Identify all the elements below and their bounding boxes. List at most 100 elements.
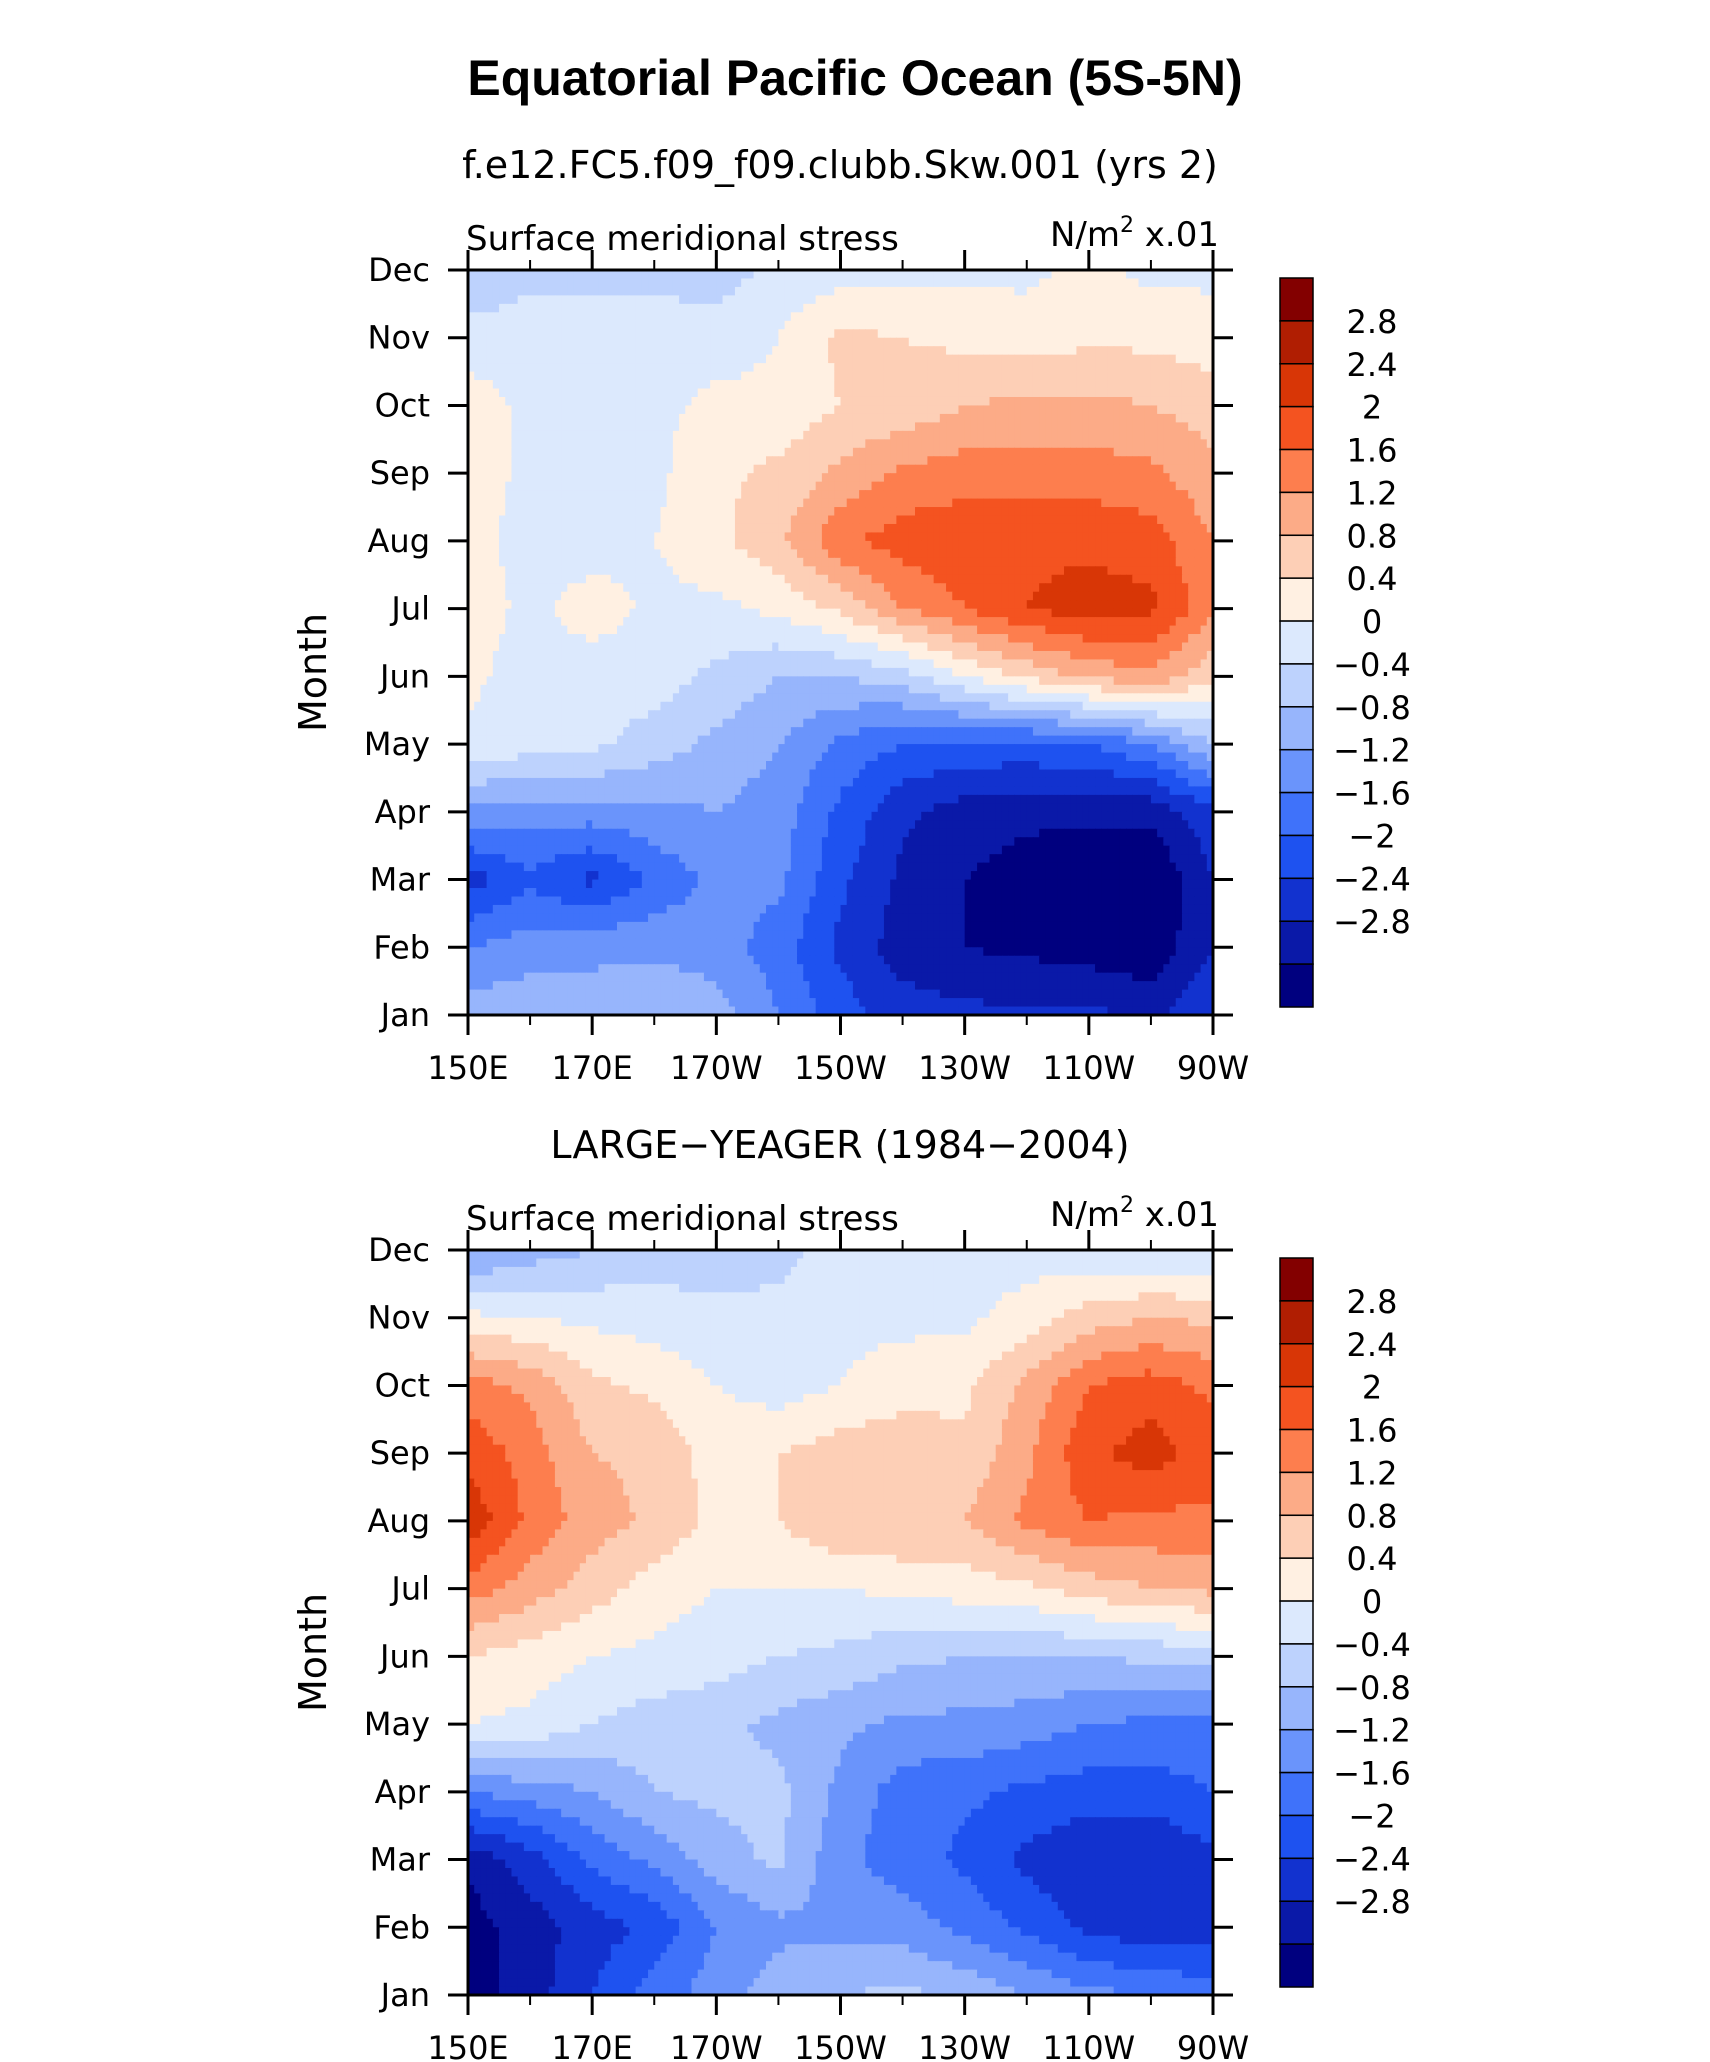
heatmap-cell (1200, 346, 1208, 356)
heatmap-cell (672, 346, 680, 356)
heatmap-cell (610, 371, 618, 381)
heatmap-cell (1008, 413, 1015, 423)
heatmap-cell (1014, 473, 1022, 483)
heatmap-cell (809, 388, 817, 398)
heatmap-cell (1032, 312, 1040, 322)
heatmap-cell (741, 371, 748, 381)
heatmap-cell (728, 312, 736, 322)
heatmap-cell (784, 549, 792, 559)
heatmap-cell (629, 270, 637, 280)
heatmap-cell (1070, 557, 1078, 567)
heatmap-cell (995, 422, 1003, 432)
heatmap-cell (741, 600, 748, 610)
heatmap-cell (654, 507, 662, 517)
heatmap-cell (1188, 303, 1195, 313)
heatmap-cell (1064, 566, 1071, 576)
heatmap-cell (486, 329, 494, 339)
heatmap-cell (1064, 312, 1071, 322)
heatmap-cell (710, 583, 717, 593)
heatmap-cell (1126, 430, 1133, 440)
heatmap-cell (1132, 600, 1140, 610)
heatmap-cell (579, 286, 587, 296)
heatmap-cell (480, 346, 488, 356)
heatmap-cell (859, 617, 866, 627)
panel-subtitle: f.e12.FC5.f09_f09.clubb.Skw.001 (yrs 2) (462, 143, 1218, 187)
heatmap-cell (1107, 363, 1115, 373)
heatmap-cell (834, 523, 842, 534)
heatmap-cell (1181, 303, 1189, 313)
heatmap-cell (685, 557, 693, 567)
heatmap-cell (474, 371, 482, 381)
heatmap-cell (753, 515, 761, 525)
heatmap-cell (517, 354, 525, 364)
heatmap-cell (635, 430, 643, 440)
heatmap-cell (1026, 574, 1034, 584)
heatmap-cell (610, 591, 618, 601)
heatmap-cell (623, 515, 631, 525)
heatmap-cell (759, 388, 767, 398)
heatmap-cell (977, 532, 984, 542)
heatmap-cell (710, 363, 717, 373)
heatmap-cell (734, 515, 742, 525)
heatmap-cell (573, 490, 581, 500)
heatmap-cell (983, 270, 991, 280)
heatmap-cell (648, 329, 655, 339)
heatmap-cell (840, 430, 848, 440)
heatmap-cell (641, 422, 649, 432)
heatmap-cell (1113, 413, 1121, 423)
heatmap-cell (598, 608, 606, 618)
heatmap-cell (865, 422, 873, 432)
heatmap-cell (1076, 600, 1084, 610)
heatmap-cell (598, 380, 606, 390)
heatmap-cell (1126, 540, 1133, 550)
heatmap-cell (989, 456, 997, 466)
heatmap-cell (654, 532, 662, 542)
heatmap-cell (865, 507, 873, 517)
heatmap-cell (492, 320, 500, 330)
heatmap-cell (474, 337, 482, 347)
heatmap-cell (828, 591, 835, 601)
heatmap-cell (542, 380, 550, 390)
heatmap-cell (697, 498, 705, 508)
heatmap-cell (995, 337, 1003, 347)
heatmap-cell (821, 312, 829, 322)
heatmap-cell (1101, 507, 1109, 517)
heatmap-cell (573, 583, 581, 593)
heatmap-cell (523, 371, 531, 381)
heatmap-cell (1101, 396, 1109, 407)
heatmap-cell (753, 396, 761, 407)
heatmap-cell (703, 617, 711, 627)
heatmap-cell (734, 422, 742, 432)
heatmap-cell (1157, 600, 1164, 610)
heatmap-cell (480, 464, 488, 474)
heatmap-cell (939, 346, 947, 356)
heatmap-cell (617, 286, 624, 296)
heatmap-cell (1008, 337, 1015, 347)
heatmap-cell (1039, 286, 1046, 296)
heatmap-cell (1188, 447, 1195, 457)
heatmap-cell (641, 295, 649, 305)
heatmap-cell (511, 566, 519, 576)
heatmap-cell (1008, 523, 1015, 534)
heatmap-cell (1026, 312, 1034, 322)
heatmap-cell (1095, 481, 1102, 491)
heatmap-cell (1163, 481, 1171, 491)
heatmap-cell (610, 354, 618, 364)
heatmap-cell (505, 439, 513, 449)
heatmap-cell (1057, 380, 1065, 390)
heatmap-cell (778, 270, 786, 280)
heatmap-cell (648, 583, 655, 593)
heatmap-cell (1070, 286, 1078, 296)
heatmap-cell (648, 617, 655, 627)
heatmap-cell (840, 396, 848, 407)
heatmap-cell (1126, 363, 1133, 373)
heatmap-cell (1107, 583, 1115, 593)
heatmap-cell (1045, 346, 1053, 356)
heatmap-cell (598, 600, 606, 610)
heatmap-cell (915, 490, 922, 500)
heatmap-cell (977, 312, 984, 322)
heatmap-cell (585, 583, 593, 593)
heatmap-cell (548, 320, 556, 330)
heatmap-cell (641, 464, 649, 474)
heatmap-cell (499, 329, 506, 339)
